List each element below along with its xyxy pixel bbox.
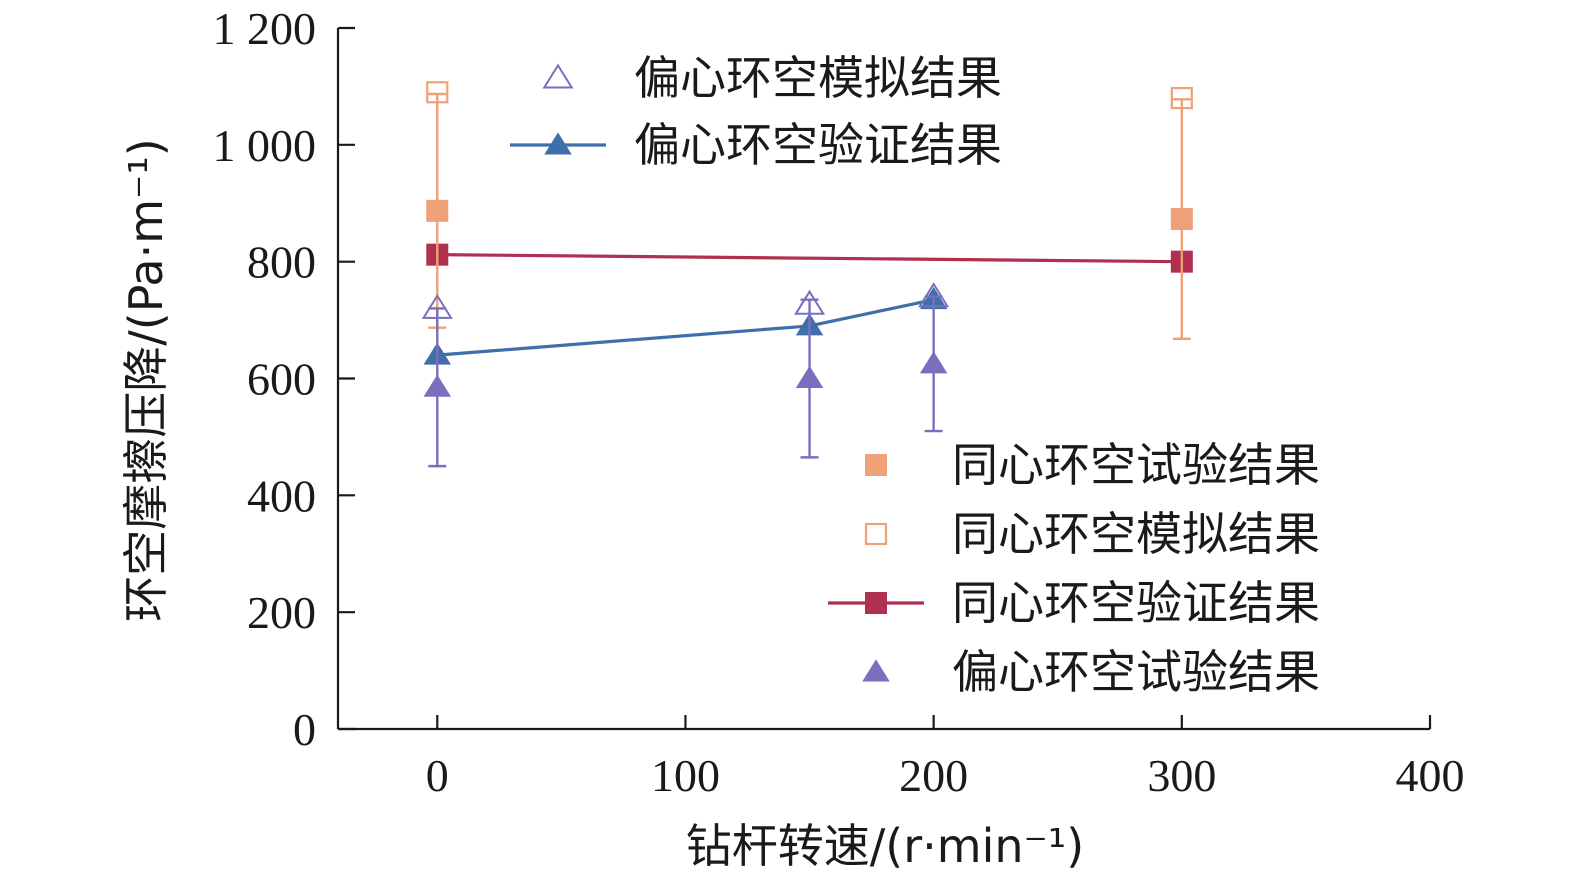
data-point	[919, 351, 948, 374]
legend-item: 偏心环空试验结果	[862, 645, 1320, 699]
legend-item: 偏心环空验证结果	[510, 118, 1002, 172]
legend-marker	[864, 522, 888, 546]
y-tick-label: 1 200	[213, 3, 317, 54]
data-point	[793, 289, 826, 315]
data-point	[918, 282, 950, 308]
series-3	[423, 295, 948, 468]
x-tick-label: 400	[1396, 750, 1465, 801]
legend-item: 偏心环空模拟结果	[542, 51, 1002, 105]
data-point	[1170, 208, 1193, 231]
data-point	[423, 374, 452, 397]
y-tick-label: 600	[247, 354, 316, 405]
x-axis-title: 钻杆转速/(r·min⁻¹)	[686, 819, 1084, 873]
legend-label: 同心环空试验结果	[952, 438, 1320, 492]
legend-label: 偏心环空验证结果	[634, 118, 1002, 172]
series-0	[426, 92, 1193, 340]
x-tick-label: 200	[899, 750, 968, 801]
legend-label: 同心环空模拟结果	[952, 507, 1320, 561]
legend-marker	[865, 454, 887, 476]
x-tick-label: 0	[426, 750, 449, 801]
legend-label: 偏心环空试验结果	[952, 645, 1320, 699]
legend-label: 偏心环空模拟结果	[634, 51, 1002, 105]
series-line	[437, 298, 934, 357]
data-point	[426, 199, 449, 222]
y-tick-label: 400	[247, 470, 316, 521]
y-tick-label: 0	[293, 704, 316, 755]
legend-label: 同心环空验证结果	[952, 576, 1320, 630]
legend-item: 同心环空验证结果	[828, 576, 1320, 630]
series-4	[421, 282, 950, 319]
series-2	[426, 243, 1193, 273]
series-layer	[421, 81, 1193, 468]
data-point	[795, 365, 824, 388]
y-tick-label: 200	[247, 587, 316, 638]
legend-item: 同心环空试验结果	[865, 438, 1320, 492]
series-1	[426, 81, 1193, 110]
y-tick-label: 800	[247, 237, 316, 288]
y-tick-label: 1 000	[213, 120, 317, 171]
x-tick-label: 100	[651, 750, 720, 801]
series-5	[423, 286, 948, 365]
axes: 0 200 400 600 800 1 000 1 200 0 100 200 300 400	[213, 3, 1465, 801]
legend-marker	[862, 659, 890, 682]
legend-marker	[542, 63, 574, 89]
legend-item: 同心环空模拟结果	[864, 507, 1320, 561]
data-point	[421, 293, 453, 319]
legend-marker	[865, 592, 887, 614]
data-point	[426, 81, 449, 104]
legend-marker	[544, 132, 572, 155]
series-line	[437, 253, 1182, 264]
data-point	[1170, 86, 1193, 110]
x-tick-label: 300	[1147, 750, 1216, 801]
y-axis-title: 环空摩擦压降/(Pa·m⁻¹)	[119, 138, 173, 621]
